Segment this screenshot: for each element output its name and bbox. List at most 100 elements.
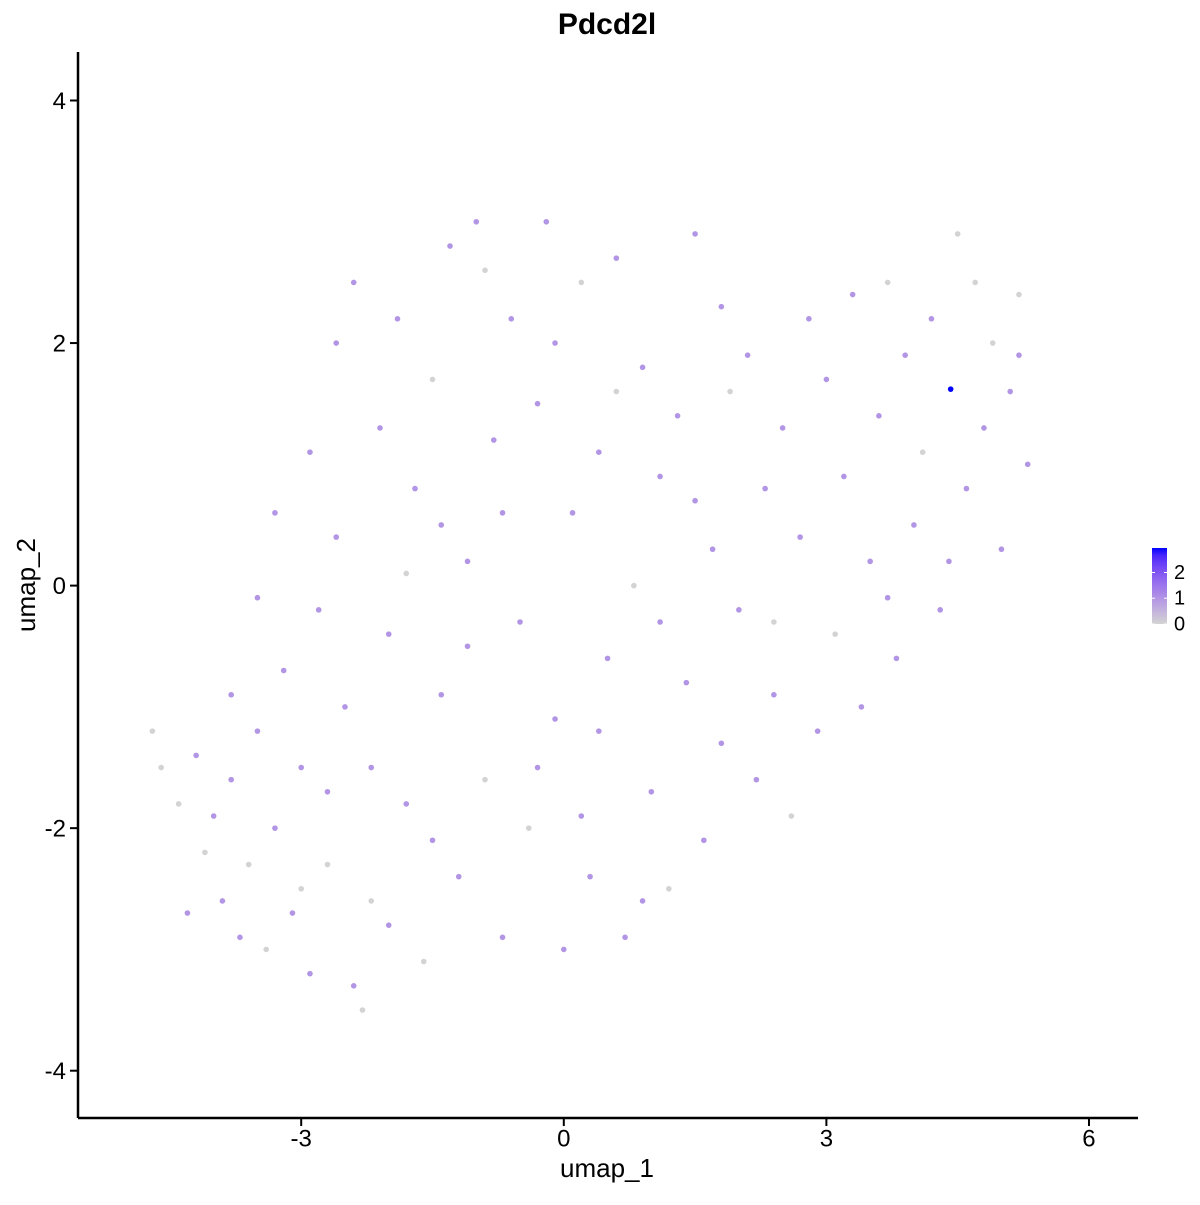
- point: [149, 728, 156, 734]
- point: [718, 740, 725, 747]
- point: [385, 922, 392, 928]
- y-tick-label: 4: [53, 88, 66, 115]
- point: [377, 425, 383, 431]
- point: [473, 218, 480, 225]
- point: [482, 267, 488, 274]
- point: [272, 510, 278, 516]
- point: [753, 776, 760, 783]
- point: [560, 946, 567, 953]
- point: [902, 352, 908, 358]
- colorbar-label: 2: [1174, 562, 1185, 584]
- point: [989, 340, 996, 346]
- point: [683, 679, 690, 686]
- point: [525, 825, 532, 831]
- point: [193, 752, 199, 759]
- point: [779, 425, 786, 431]
- point: [464, 558, 471, 565]
- point: [937, 607, 943, 613]
- x-axis-label: umap_1: [560, 1153, 654, 1183]
- point: [771, 691, 777, 698]
- point: [237, 934, 243, 941]
- point: [648, 788, 655, 795]
- point: [1016, 352, 1022, 358]
- point: [263, 946, 269, 953]
- point: [666, 885, 672, 892]
- point: [447, 243, 453, 249]
- point: [438, 691, 445, 698]
- point: [298, 764, 305, 771]
- y-tick-label: -4: [45, 1058, 66, 1085]
- colorbar-label: 0: [1174, 613, 1185, 635]
- point: [307, 970, 313, 977]
- point: [806, 316, 812, 322]
- point: [394, 316, 401, 322]
- point: [841, 473, 847, 480]
- y-tick-label: 2: [53, 330, 66, 357]
- point: [884, 279, 891, 286]
- point: [727, 388, 733, 395]
- point: [175, 801, 182, 807]
- point: [499, 934, 506, 941]
- point: [946, 558, 952, 565]
- point: [420, 958, 427, 965]
- point: [280, 667, 287, 674]
- point: [569, 510, 576, 516]
- point: [184, 910, 191, 916]
- point: [403, 801, 410, 807]
- point: [639, 898, 646, 904]
- point: [552, 716, 558, 722]
- point: [884, 594, 891, 601]
- point: [464, 643, 471, 650]
- point: [359, 1007, 366, 1013]
- point: [736, 607, 742, 613]
- point: [928, 316, 935, 322]
- point: [455, 873, 462, 880]
- y-tick-label: -2: [45, 815, 66, 842]
- point: [919, 449, 926, 456]
- point: [718, 303, 725, 310]
- point: [657, 619, 663, 625]
- point: [385, 631, 392, 637]
- point: [202, 849, 208, 856]
- point: [657, 473, 663, 480]
- point: [622, 934, 628, 941]
- point: [578, 813, 585, 819]
- point: [1007, 388, 1014, 395]
- point: [298, 885, 305, 892]
- point: [482, 776, 488, 783]
- point: [587, 873, 593, 880]
- y-axis-label: umap_2: [11, 538, 41, 632]
- y-tick-label: 0: [53, 573, 66, 600]
- point: [333, 534, 340, 540]
- point: [867, 558, 873, 565]
- point: [823, 376, 830, 383]
- point: [342, 704, 348, 710]
- colorbar: [1152, 548, 1167, 624]
- point: [412, 485, 418, 492]
- point: [744, 352, 751, 358]
- point: [972, 279, 978, 286]
- point: [911, 522, 917, 528]
- point: [499, 510, 506, 516]
- point: [788, 813, 795, 819]
- point: [333, 340, 340, 346]
- point: [517, 619, 523, 625]
- point: [771, 619, 777, 625]
- point: [254, 594, 261, 601]
- point: [324, 788, 331, 795]
- point: [701, 837, 707, 844]
- point: [289, 910, 296, 916]
- point: [307, 449, 313, 456]
- point: [350, 983, 357, 989]
- point: [631, 582, 637, 589]
- x-tick-label: 6: [1082, 1125, 1095, 1152]
- point: [858, 704, 865, 710]
- point: [534, 400, 541, 407]
- point: [210, 813, 217, 819]
- point: [604, 655, 611, 662]
- point: [534, 764, 541, 771]
- point: [324, 861, 331, 868]
- point: [490, 437, 497, 443]
- point: [368, 898, 375, 904]
